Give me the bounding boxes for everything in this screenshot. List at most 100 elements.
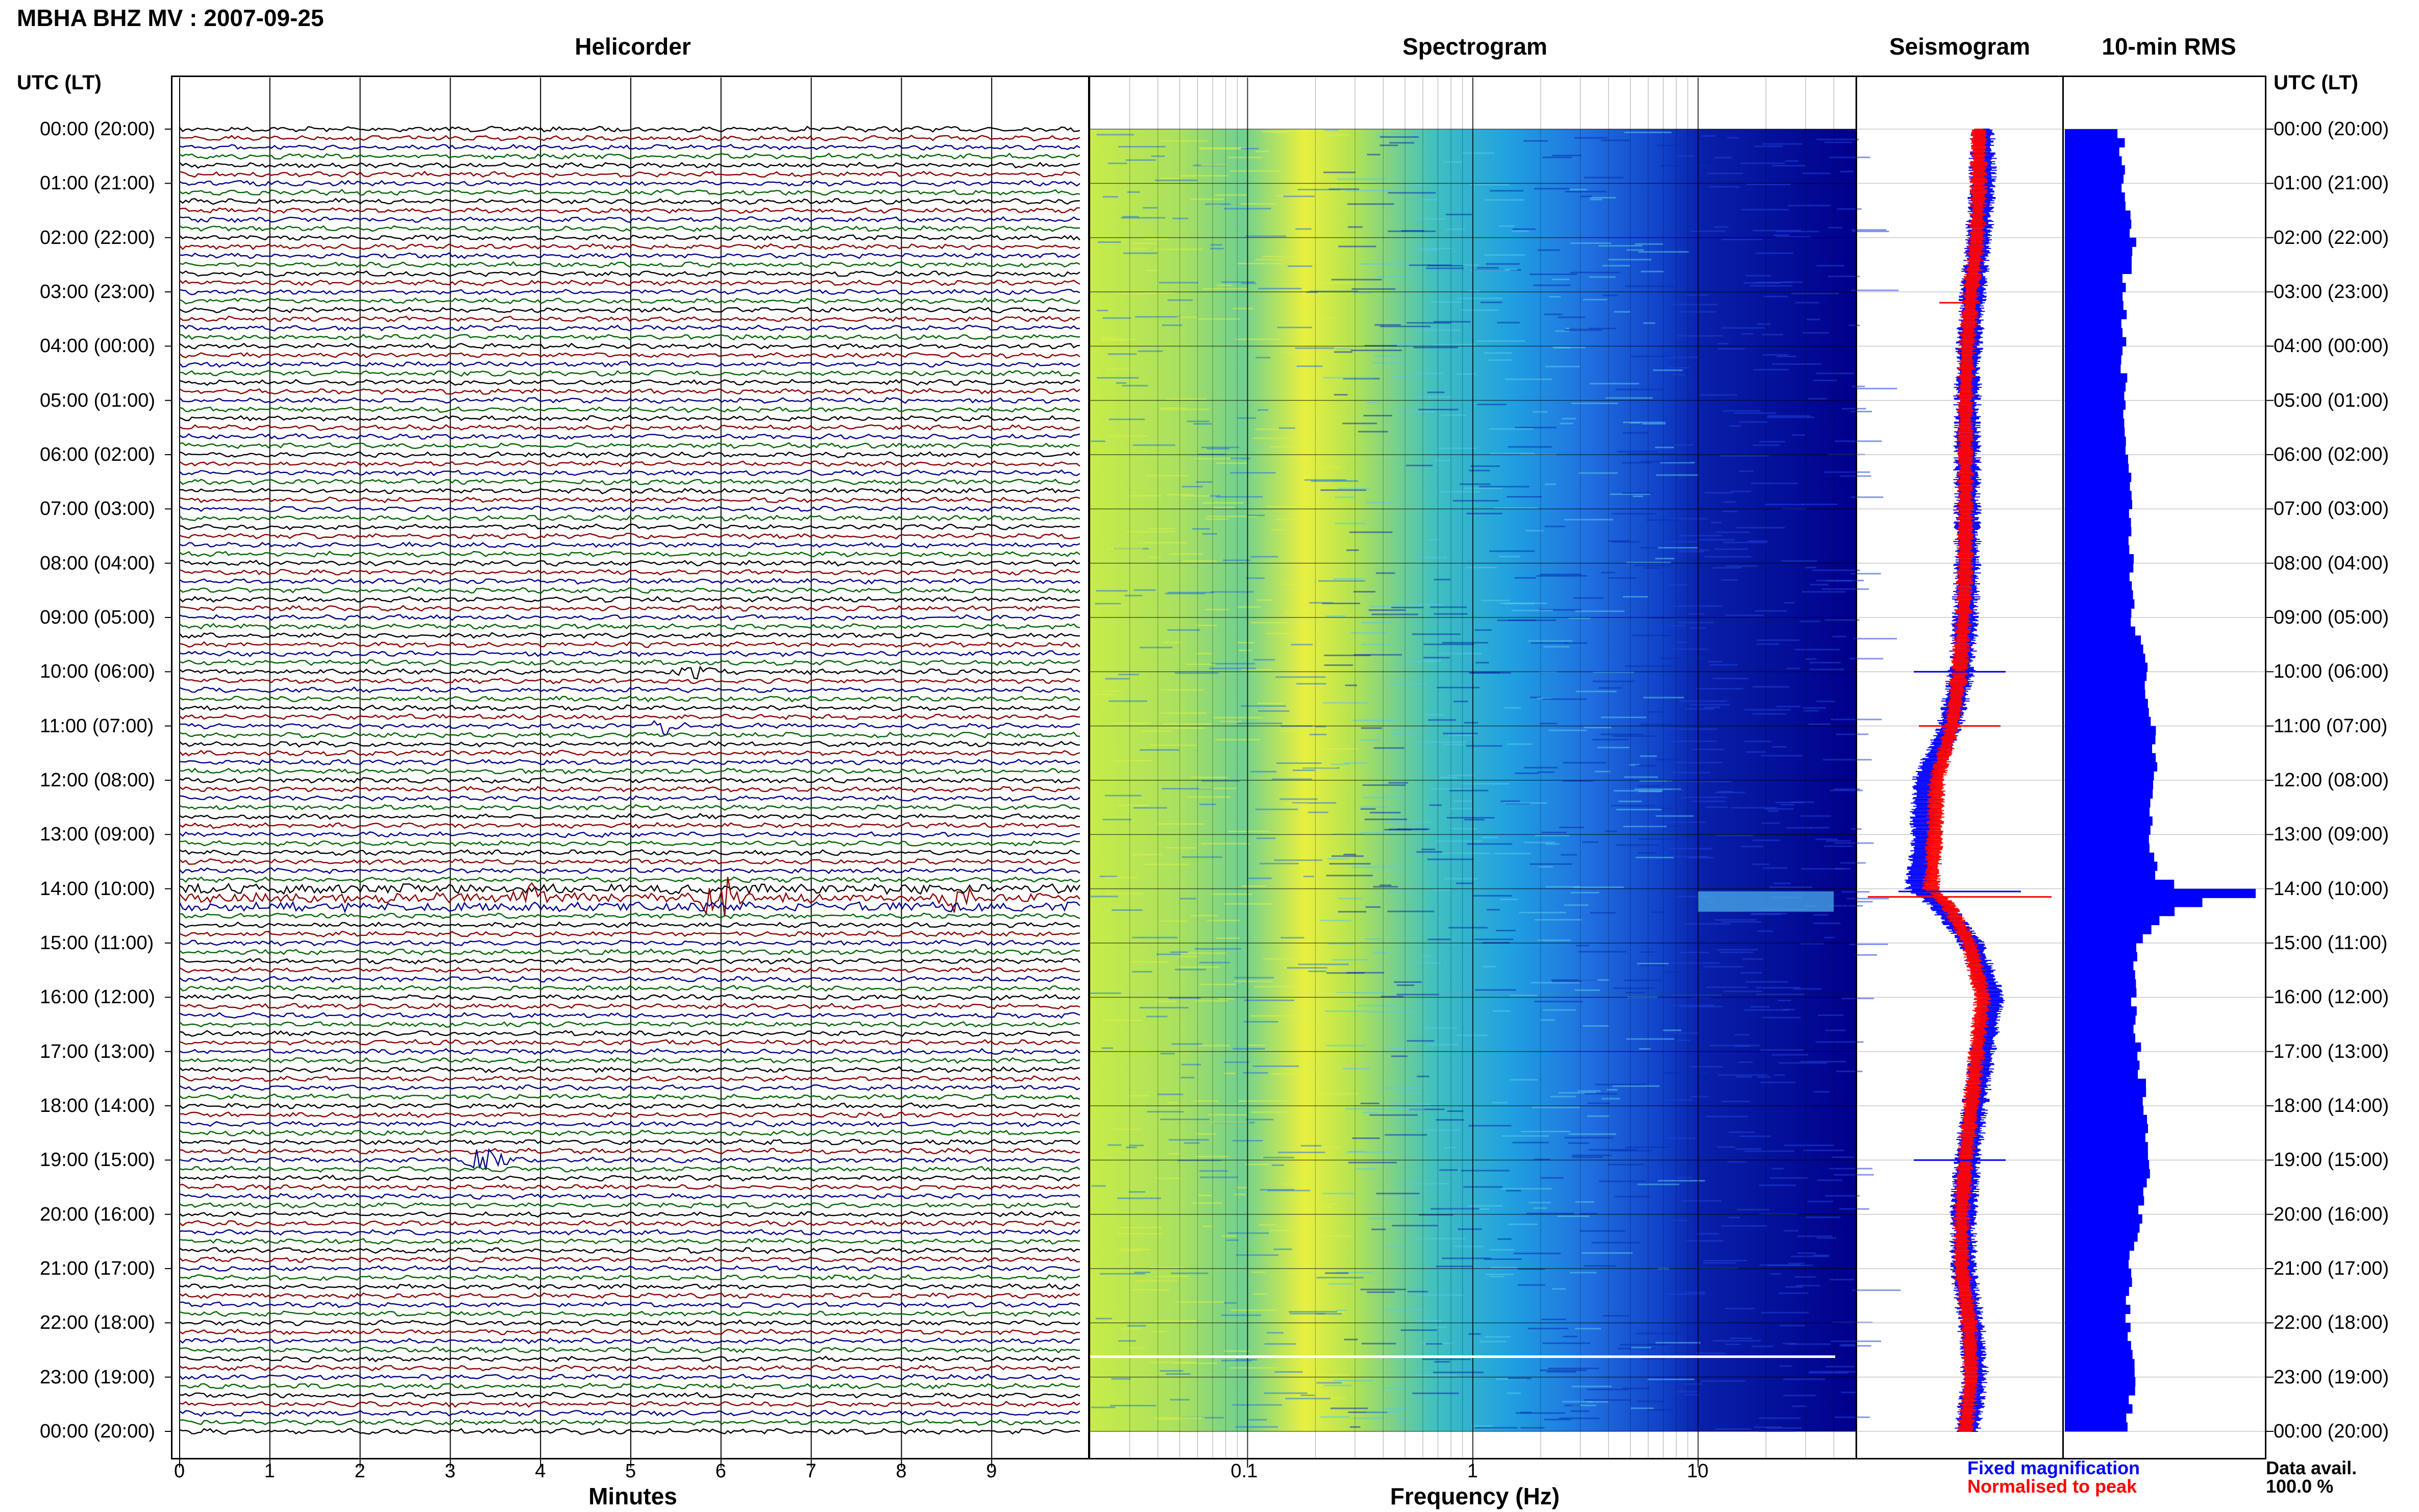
spectrogram-cell: [1813, 380, 1837, 381]
spectrogram-cell: [1159, 282, 1199, 284]
spectrogram-cell: [1117, 804, 1149, 806]
spectrogram-cell: [1834, 1416, 1870, 1418]
rms-bar: [2065, 1286, 2129, 1296]
spectrogram-cell: [1676, 896, 1710, 898]
spectrogram-cell: [1757, 323, 1771, 325]
spectrogram-cell: [1155, 1177, 1181, 1179]
spectrogram-cell: [1335, 348, 1352, 350]
spectrogram-cell: [1389, 683, 1426, 685]
helicorder-trace: [179, 777, 1080, 784]
spectrogram-cell: [1540, 1019, 1556, 1021]
spectrogram-cell: [1797, 1235, 1833, 1237]
rms-bar: [2065, 346, 2123, 356]
time-label-left: 02:00 (22:00): [40, 227, 156, 249]
spectrogram-cell: [1118, 674, 1140, 676]
spectrogram-cell: [1127, 1325, 1146, 1327]
spectrogram-cell: [1680, 700, 1727, 702]
spectrogram-cell: [1343, 762, 1368, 764]
spectrogram-cell: [1705, 806, 1729, 808]
spectrogram-cell: [1116, 382, 1127, 384]
spectrogram-cell: [1564, 642, 1588, 644]
spectrogram-cell: [1667, 848, 1713, 850]
spectrogram-cell: [1707, 172, 1743, 175]
spectrogram-cell: [1519, 911, 1566, 913]
spectrogram-cell: [1250, 1015, 1298, 1017]
rms-bar: [2065, 599, 2135, 609]
spectrogram-cell: [1600, 716, 1647, 718]
helicorder-trace: [179, 1210, 1080, 1218]
spectrogram-cell: [1194, 948, 1242, 950]
spectrogram-cell: [1389, 142, 1415, 144]
spectrogram-cell: [1345, 684, 1357, 686]
spectrogram-cell: [1358, 431, 1388, 433]
spectrogram-cell: [1852, 1289, 1901, 1291]
rms-bar: [2065, 319, 2121, 329]
spectrogram-cell: [1374, 324, 1401, 326]
helicorder-trace: [179, 161, 1080, 169]
spectrogram-cell: [1484, 352, 1512, 354]
spectrogram-cell: [1828, 227, 1842, 229]
spectrogram-cell: [1158, 140, 1207, 142]
rms-bar: [2065, 1151, 2148, 1160]
spectrogram-cell: [1461, 309, 1498, 311]
spectrogram-cell: [1312, 1146, 1342, 1148]
rms-bar: [2065, 1296, 2126, 1305]
helicorder-trace: [179, 334, 1080, 341]
spectrogram-cell: [1488, 359, 1512, 361]
spectrogram-cell: [1250, 771, 1277, 773]
helicorder-trace: [179, 1346, 1080, 1354]
spectrogram-cell: [1729, 1217, 1740, 1219]
spectrogram-cell: [1215, 738, 1260, 740]
spectrogram-cell: [1213, 507, 1235, 508]
time-label-right: 05:00 (01:00): [2274, 389, 2389, 411]
spectrogram-cell: [1781, 560, 1817, 562]
helicorder-trace: [179, 315, 1080, 323]
spectrogram-cell: [1422, 1358, 1471, 1360]
spectrogram-cell: [1318, 580, 1366, 582]
spectrogram-cell: [1842, 998, 1874, 1000]
rms-bar: [2065, 871, 2155, 880]
spectrogram-cell: [1589, 383, 1639, 385]
spectrogram-cell: [1757, 639, 1799, 641]
spectrogram-cell: [1415, 741, 1466, 743]
spectrogram-cell: [1171, 1043, 1202, 1045]
spectrogram-cell: [1367, 1291, 1395, 1293]
spectrogram-cell: [1496, 930, 1516, 932]
spectrogram-cell: [1686, 781, 1732, 783]
time-label-right: 22:00 (18:00): [2274, 1312, 2389, 1334]
spectrogram-cell: [1772, 363, 1821, 365]
spectrogram-cell: [1118, 1340, 1137, 1342]
spectrogram-cell: [1637, 962, 1669, 964]
spectrogram-cell: [1752, 863, 1770, 865]
spectrogram-cell: [1564, 1136, 1614, 1138]
spectrogram-cell: [1448, 734, 1475, 736]
spectrogram-cell: [1129, 494, 1162, 497]
spectrogram-cell: [1230, 457, 1251, 459]
time-label-right: 17:00 (13:00): [2274, 1040, 2389, 1062]
rms-bar: [2065, 301, 2124, 310]
spectrogram-cell: [1714, 548, 1748, 550]
helicorder-trace: [179, 541, 1080, 549]
spectrogram-cell: [1211, 663, 1255, 665]
spectrogram-cell: [1830, 1279, 1854, 1281]
spectrogram-cell: [1765, 504, 1804, 506]
spectrogram-cell: [1481, 836, 1498, 838]
spectrogram-cell: [1195, 625, 1217, 627]
spectrogram-cell: [1446, 228, 1465, 230]
spectrogram-cell: [1155, 1276, 1188, 1277]
spectrogram-cell: [1129, 1145, 1144, 1147]
spectrogram-cell: [1370, 606, 1401, 608]
spectrogram-cell: [1298, 963, 1349, 965]
spectrogram-cell: [1725, 565, 1757, 567]
spectrogram-cell: [1371, 1228, 1386, 1230]
time-label-left: 22:00 (18:00): [40, 1312, 156, 1334]
spectrogram-cell: [1429, 804, 1442, 806]
spectrogram-cell: [1635, 564, 1673, 566]
spectrogram-cell: [1462, 783, 1510, 785]
spectrogram-cell: [1264, 1392, 1307, 1394]
helicorder-trace: [179, 1283, 1080, 1291]
spectrogram-cell: [1570, 1272, 1597, 1274]
rms-bar: [2065, 716, 2151, 727]
spectrogram-cell: [1850, 496, 1883, 498]
spectrogram-cell: [1382, 1387, 1408, 1389]
